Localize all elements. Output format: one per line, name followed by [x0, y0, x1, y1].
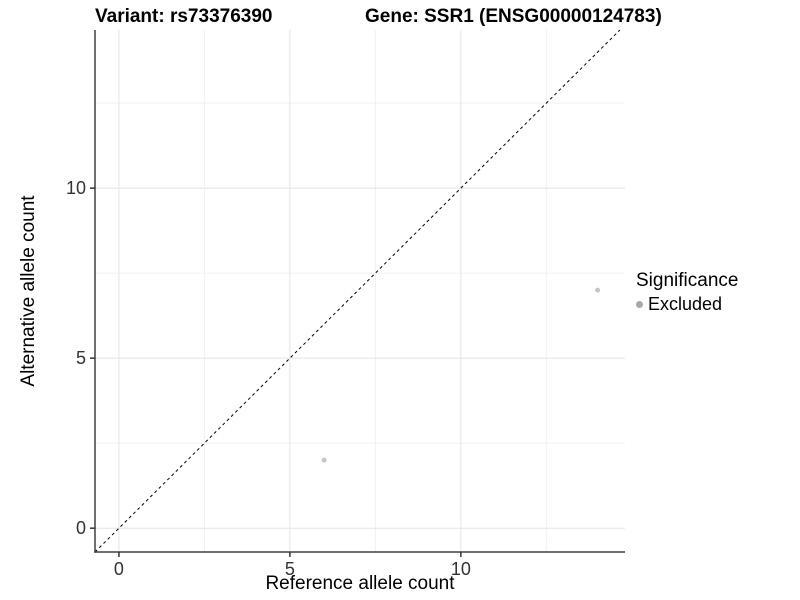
- x-tick-label: 0: [114, 559, 124, 579]
- legend-key-dot-icon: [636, 301, 643, 308]
- legend: Significance Excluded: [636, 270, 738, 315]
- y-tick-label: 5: [76, 348, 86, 368]
- data-point: [595, 287, 601, 293]
- plot-title-gene: Gene: SSR1 (ENSG00000124783): [365, 6, 662, 27]
- x-tick-label: 5: [285, 559, 295, 579]
- legend-item-excluded: Excluded: [636, 294, 738, 315]
- plot-title-variant: Variant: rs73376390: [95, 6, 273, 27]
- x-tick-label: 10: [451, 559, 471, 579]
- data-point: [321, 457, 327, 463]
- legend-title: Significance: [636, 270, 739, 291]
- y-axis-label: Alternative allele count: [18, 195, 39, 387]
- y-tick-label: 10: [66, 178, 86, 198]
- y-tick-label: 0: [76, 518, 86, 538]
- identity-line: [94, 29, 621, 553]
- x-axis-label: Reference allele count: [265, 573, 455, 594]
- legend-item-label: Excluded: [648, 294, 723, 314]
